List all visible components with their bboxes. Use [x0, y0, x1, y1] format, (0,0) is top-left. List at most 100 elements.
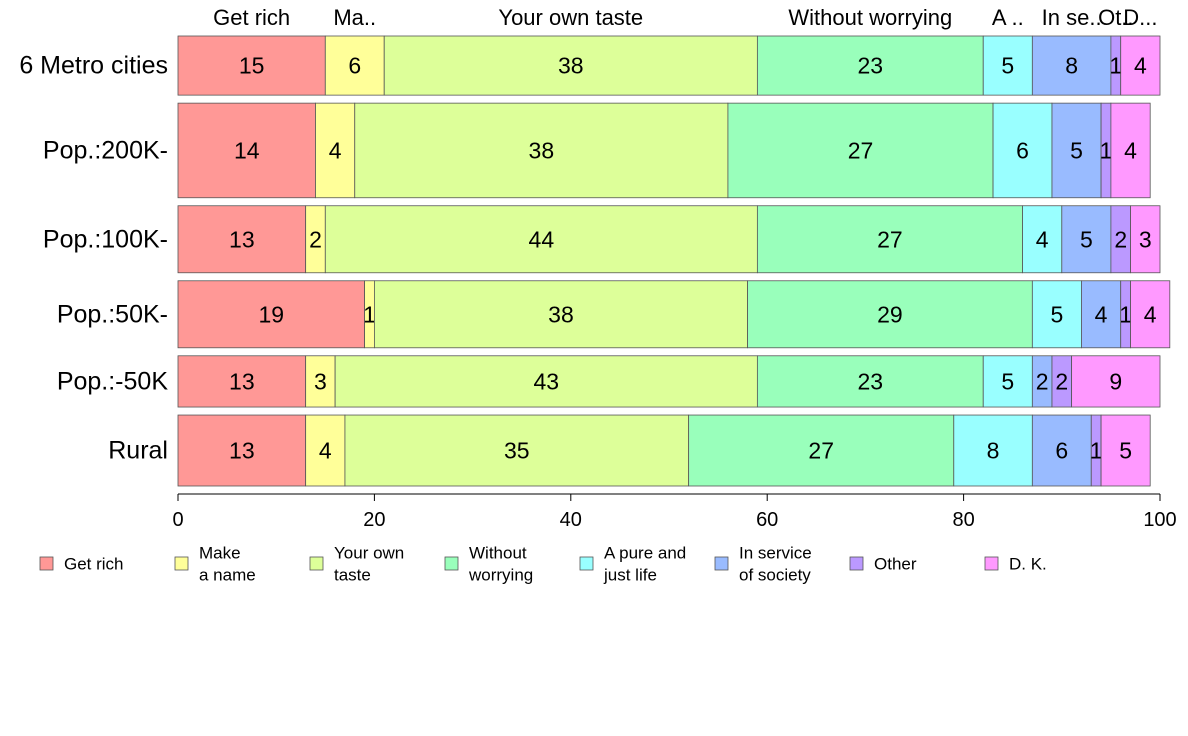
bar-segment — [315, 102, 356, 199]
bar-segment — [1120, 35, 1161, 96]
legend-item: Other — [849, 555, 917, 574]
top-series-label: D... — [1123, 5, 1157, 30]
x-tick-label: 20 — [363, 509, 385, 531]
data-label: 43 — [533, 368, 559, 394]
legend-swatch — [174, 556, 189, 571]
data-label: 44 — [529, 226, 555, 252]
bar-segment — [756, 205, 1023, 274]
legend-item: Get rich — [39, 555, 124, 574]
legend-label: D. K. — [1009, 555, 1047, 574]
bar-segment — [177, 102, 316, 199]
bar-row: 19 1 38 29 5 4 1 4 — [177, 280, 1171, 349]
bar-segment — [1110, 102, 1151, 199]
legend-item: Your own taste — [309, 544, 404, 585]
data-label: 5 — [1001, 368, 1014, 394]
data-label: 1 — [1090, 438, 1103, 464]
bar-segment — [177, 414, 307, 487]
data-label: 4 — [329, 137, 342, 163]
legend: Get rich Make a name Your own taste Without wo… — [39, 544, 1047, 585]
data-label: 27 — [808, 438, 834, 464]
data-label: 2 — [1036, 368, 1049, 394]
bar-segment — [324, 205, 758, 274]
bar-segment — [177, 280, 365, 349]
bar-segment — [1031, 35, 1112, 96]
data-label: 13 — [229, 438, 255, 464]
legend-swatch — [579, 556, 594, 571]
bar-segment — [1071, 355, 1161, 408]
data-label: 2 — [1114, 226, 1127, 252]
data-label: 4 — [1124, 137, 1137, 163]
category-label: Pop.:100K- — [43, 225, 168, 253]
data-label: 4 — [1036, 226, 1049, 252]
bar-segment — [373, 280, 748, 349]
bar-segment — [177, 35, 326, 96]
data-label: 5 — [1050, 301, 1063, 327]
data-label: 38 — [548, 301, 574, 327]
bar-segment — [727, 102, 994, 199]
top-series-label: Without worrying — [788, 5, 952, 30]
category-label: 6 Metro cities — [19, 52, 168, 80]
category-label: Pop.:-50K — [57, 367, 169, 395]
bar-segment — [747, 280, 1033, 349]
bar-segment — [1031, 414, 1092, 487]
bar-segment — [1130, 280, 1171, 349]
data-label: 8 — [987, 438, 1000, 464]
bar-row: 13 3 43 23 5 2 2 9 — [177, 355, 1161, 408]
x-tick-label: 40 — [560, 509, 582, 531]
legend-label: A pure and — [604, 544, 686, 563]
category-label: Pop.:50K- — [57, 300, 168, 328]
bar-segment — [354, 102, 729, 199]
data-label: 1 — [1100, 137, 1113, 163]
bar-segment — [1031, 280, 1082, 349]
legend-item: D. K. — [984, 555, 1047, 574]
bar-segment — [1022, 205, 1063, 274]
legend-swatch — [984, 556, 999, 571]
data-label: 3 — [314, 368, 327, 394]
legend-item: Make a name — [174, 544, 256, 585]
data-label: 2 — [309, 226, 322, 252]
data-label: 8 — [1065, 53, 1078, 79]
legend-item: In service of society — [714, 544, 812, 585]
top-series-label: Ma.. — [333, 5, 376, 30]
x-tick-label: 80 — [952, 509, 974, 531]
legend-label: Other — [874, 555, 917, 574]
data-label: 4 — [1134, 53, 1147, 79]
bar-segment — [334, 355, 758, 408]
bar-segment — [982, 355, 1033, 408]
bar-segment — [305, 414, 346, 487]
data-label: 23 — [858, 368, 884, 394]
data-label: 13 — [229, 226, 255, 252]
bar-segment — [688, 414, 955, 487]
legend-label: In service — [739, 544, 812, 563]
data-label: 9 — [1109, 368, 1122, 394]
x-tick-label: 0 — [172, 509, 183, 531]
legend-label: Without — [469, 544, 527, 563]
bar-segment — [1081, 280, 1122, 349]
data-label: 19 — [258, 301, 284, 327]
data-label: 4 — [1144, 301, 1157, 327]
data-label: 27 — [877, 226, 903, 252]
legend-label: taste — [334, 566, 371, 585]
legend-item: Without worrying — [444, 544, 533, 585]
bar-segment — [305, 355, 336, 408]
legend-label: a name — [199, 566, 256, 585]
data-label: 6 — [1016, 137, 1029, 163]
legend-label: worrying — [468, 566, 533, 585]
legend-label: Get rich — [64, 555, 124, 574]
legend-swatch — [714, 556, 729, 571]
row-labels: 6 Metro cities Pop.:200K- Pop.:100K- Pop.:5… — [19, 52, 168, 465]
bar-segment — [953, 414, 1033, 487]
bar-segment — [344, 414, 690, 487]
bar-segment — [1130, 205, 1161, 274]
data-label: 14 — [234, 137, 260, 163]
bar-segment — [177, 355, 307, 408]
data-label: 27 — [848, 137, 874, 163]
top-series-label: A .. — [992, 5, 1024, 30]
legend-label: just life — [603, 566, 657, 585]
bar-row: 13 4 35 27 8 6 1 5 — [177, 414, 1151, 487]
bars: 15 6 38 23 5 8 1 414 4 38 27 6 5 1 413 2 44 27 4 5 2 319 1 38 29… — [177, 35, 1171, 487]
top-series-label: Ot.. — [1098, 5, 1133, 30]
data-label: 2 — [1055, 368, 1068, 394]
data-label: 1 — [1119, 301, 1132, 327]
